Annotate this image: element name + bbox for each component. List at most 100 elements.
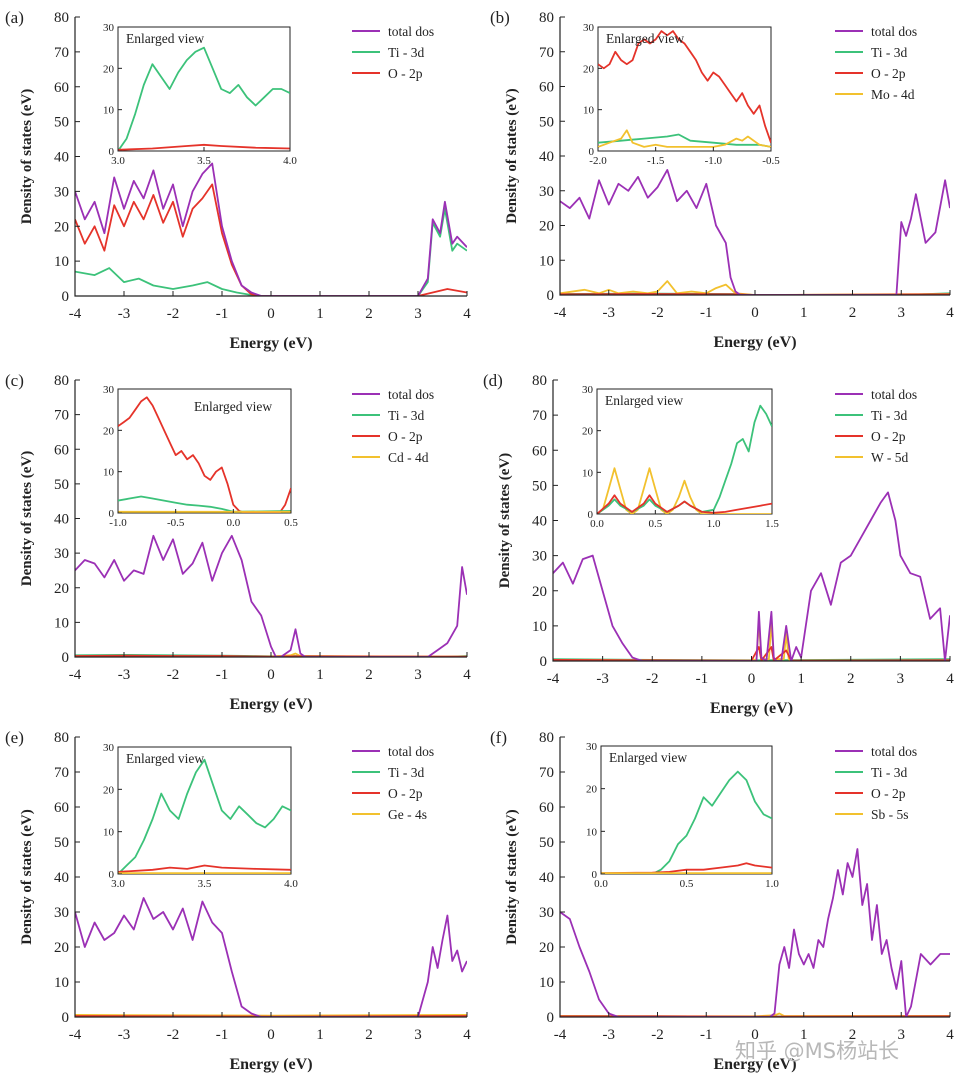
panel-label: (d) — [483, 371, 503, 390]
inset-x-tick-label: 1.0 — [765, 878, 779, 890]
y-tick-label: 0 — [547, 1010, 555, 1026]
inset-x-tick-label: -1.0 — [109, 517, 127, 529]
inset-x-tick-label: 0.0 — [590, 518, 604, 530]
inset-y-tick-label: 0 — [109, 146, 115, 158]
inset-x-tick-label: 0.5 — [648, 518, 662, 530]
x-axis-label: Energy (eV) — [229, 335, 312, 352]
x-tick-label: -3 — [118, 306, 131, 322]
inset-x-tick-label: -1.0 — [705, 155, 723, 167]
y-tick-label: 50 — [539, 835, 554, 851]
y-tick-label: 30 — [54, 184, 69, 200]
inset-series-ti — [598, 133, 771, 148]
inset-x-tick-label: -0.5 — [762, 155, 780, 167]
inset-title: Enlarged view — [126, 31, 204, 46]
y-tick-label: 40 — [539, 149, 554, 165]
legend-label: O - 2p — [388, 429, 423, 444]
x-tick-label: -4 — [69, 667, 82, 683]
x-tick-label: 2 — [849, 1027, 857, 1043]
x-tick-label: -3 — [603, 1027, 616, 1043]
legend-label: Ti - 3d — [388, 45, 425, 60]
legend: total dos Ti - 3d O - 2p Cd - 4d — [352, 387, 434, 465]
inset-frame — [596, 388, 773, 515]
inset-series-ti — [118, 758, 291, 874]
x-axis-label: Energy (eV) — [713, 1056, 796, 1073]
inset-enlarged-view: 0.0 0.5 1.0 1.5 0 10 20 30 Enlarged view — [582, 384, 779, 530]
panel-label: (b) — [490, 8, 510, 27]
inset-x-tick-label: -0.5 — [167, 517, 185, 529]
inset-y-tick-label: 20 — [103, 425, 115, 437]
y-tick-label: 60 — [54, 800, 69, 816]
series-total-dos — [75, 162, 467, 296]
x-tick-label: -2 — [651, 305, 664, 321]
y-tick-label: 40 — [54, 870, 69, 886]
y-tick-label: 30 — [539, 905, 554, 921]
legend: total dos Ti - 3d O - 2p W - 5d — [835, 387, 917, 465]
inset-y-tick-label: 10 — [103, 467, 115, 479]
y-tick-label: 60 — [54, 80, 69, 96]
legend-label: O - 2p — [871, 786, 906, 801]
x-tick-label: -4 — [69, 306, 82, 322]
y-tick-label: 70 — [54, 408, 69, 424]
inset-x-tick-label: 0.0 — [226, 517, 240, 529]
y-axis-label: Density of states (eV) — [19, 451, 35, 586]
x-tick-label: 3 — [897, 671, 905, 687]
legend: total dos Ti - 3d O - 2p Mo - 4d — [835, 24, 917, 102]
x-tick-label: 4 — [463, 1027, 471, 1043]
y-tick-label: 80 — [539, 730, 554, 746]
inset-y-tick-label: 10 — [582, 467, 594, 479]
inset-title: Enlarged view — [609, 750, 687, 765]
y-tick-label: 60 — [539, 800, 554, 816]
x-tick-label: -2 — [167, 667, 180, 683]
x-tick-label: 4 — [463, 667, 471, 683]
legend-label: Mo - 4d — [871, 87, 915, 102]
legend-label: W - 5d — [871, 450, 908, 465]
legend-label: Ti - 3d — [871, 408, 908, 423]
x-tick-label: 0 — [748, 671, 756, 687]
y-tick-label: 10 — [54, 254, 69, 270]
panel-label: (f) — [490, 728, 507, 747]
x-tick-label: 2 — [365, 1027, 373, 1043]
y-tick-label: 20 — [54, 581, 69, 597]
inset-y-tick-label: 0 — [109, 508, 115, 520]
y-tick-label: 0 — [540, 654, 548, 670]
legend-label: total dos — [388, 24, 434, 39]
inset-y-tick-label: 20 — [583, 63, 595, 75]
series-w-5d — [553, 621, 950, 661]
x-tick-label: -3 — [603, 305, 616, 321]
x-tick-label: -2 — [646, 671, 659, 687]
y-tick-label: 30 — [54, 905, 69, 921]
y-tick-label: 50 — [54, 477, 69, 493]
inset-x-tick-label: 0.5 — [284, 517, 298, 529]
inset-x-tick-label: 3.5 — [198, 878, 212, 890]
x-tick-label: 2 — [365, 306, 373, 322]
inset-enlarged-view: 3.0 3.5 4.0 0 10 20 30 Enlarged view — [103, 22, 297, 167]
inset-y-tick-label: 20 — [103, 63, 115, 75]
inset-title: Enlarged view — [126, 751, 204, 766]
series-total-dos — [560, 168, 950, 295]
legend-label: Sb - 5s — [871, 807, 909, 822]
x-tick-label: 3 — [414, 667, 422, 683]
inset-x-tick-label: 4.0 — [283, 155, 297, 167]
inset-series-ti — [118, 495, 291, 513]
inset-series-o — [597, 494, 772, 514]
y-tick-label: 10 — [54, 975, 69, 991]
panel-label: (e) — [5, 728, 24, 747]
y-tick-label: 80 — [532, 373, 547, 389]
inset-y-tick-label: 10 — [103, 105, 115, 117]
y-tick-label: 30 — [539, 184, 554, 200]
x-tick-label: 1 — [800, 305, 808, 321]
y-tick-label: 20 — [539, 940, 554, 956]
x-tick-label: 3 — [414, 1027, 422, 1043]
x-tick-label: 1 — [316, 1027, 324, 1043]
legend-label: Ti - 3d — [871, 45, 908, 60]
inset-y-tick-label: 30 — [586, 741, 598, 753]
inset-x-tick-label: 0.5 — [680, 878, 694, 890]
legend: total dos Ti - 3d O - 2p Sb - 5s — [835, 744, 917, 822]
inset-series-dopant — [598, 129, 771, 148]
y-tick-label: 80 — [54, 730, 69, 746]
y-tick-label: 80 — [539, 10, 554, 26]
x-tick-label: 3 — [898, 1027, 906, 1043]
